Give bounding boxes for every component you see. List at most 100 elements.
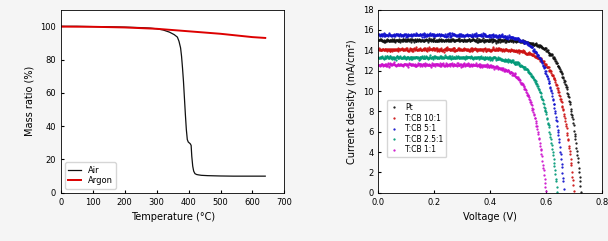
Air bbox=[243, 175, 250, 178]
Air bbox=[171, 33, 178, 36]
Air bbox=[64, 25, 71, 28]
T:CB 1:1 bbox=[542, 189, 550, 192]
T:CB 2.5:1 bbox=[434, 57, 441, 60]
Pt bbox=[463, 39, 471, 42]
T:CB 2.5:1 bbox=[505, 59, 513, 62]
T:CB 1:1 bbox=[390, 61, 398, 64]
Air bbox=[177, 47, 184, 49]
Argon bbox=[121, 26, 128, 29]
Air bbox=[121, 26, 128, 29]
Argon bbox=[153, 27, 161, 30]
T:CB 5:1 bbox=[553, 120, 561, 123]
T:CB 2.5:1 bbox=[504, 58, 511, 60]
T:CB 10:1 bbox=[398, 48, 405, 51]
T:CB 5:1 bbox=[420, 33, 427, 36]
Y-axis label: Current density (mA/cm²): Current density (mA/cm²) bbox=[347, 39, 358, 164]
Air bbox=[175, 40, 182, 43]
Line: T:CB 5:1: T:CB 5:1 bbox=[378, 32, 565, 190]
Air bbox=[210, 174, 218, 177]
Air bbox=[190, 170, 198, 173]
Air bbox=[166, 31, 173, 33]
T:CB 2.5:1 bbox=[553, 191, 561, 194]
Argon bbox=[89, 25, 97, 28]
Pt bbox=[498, 39, 505, 41]
Argon bbox=[185, 30, 192, 33]
Air bbox=[204, 174, 212, 177]
Air bbox=[153, 27, 161, 30]
Air bbox=[180, 80, 187, 83]
Air bbox=[192, 172, 199, 175]
T:CB 2.5:1 bbox=[446, 55, 453, 58]
T:CB 5:1 bbox=[558, 162, 565, 165]
Air bbox=[174, 36, 181, 39]
T:CB 10:1 bbox=[440, 50, 447, 53]
Air bbox=[179, 67, 186, 69]
Pt bbox=[486, 39, 494, 41]
Air bbox=[230, 175, 237, 178]
Air bbox=[188, 155, 195, 158]
T:CB 1:1 bbox=[536, 141, 544, 144]
T:CB 5:1 bbox=[560, 187, 567, 190]
Air bbox=[182, 128, 190, 131]
Line: T:CB 1:1: T:CB 1:1 bbox=[378, 61, 547, 192]
T:CB 5:1 bbox=[449, 32, 456, 34]
Air bbox=[178, 55, 185, 58]
T:CB 1:1 bbox=[416, 64, 424, 67]
Air bbox=[184, 138, 191, 141]
Air bbox=[159, 28, 167, 31]
Pt bbox=[429, 38, 437, 40]
T:CB 1:1 bbox=[475, 63, 483, 66]
T:CB 1:1 bbox=[375, 64, 382, 67]
Air bbox=[217, 174, 224, 177]
Air bbox=[187, 144, 195, 147]
Pt bbox=[466, 40, 474, 42]
Air bbox=[193, 173, 200, 176]
Argon bbox=[261, 36, 269, 39]
Pt bbox=[528, 42, 535, 45]
Legend: Air, Argon: Air, Argon bbox=[65, 162, 116, 189]
Line: T:CB 10:1: T:CB 10:1 bbox=[378, 47, 575, 191]
Pt bbox=[375, 38, 382, 41]
Air bbox=[185, 141, 192, 143]
T:CB 2.5:1 bbox=[426, 54, 434, 56]
Pt bbox=[577, 191, 584, 194]
Air bbox=[73, 25, 80, 28]
T:CB 10:1 bbox=[404, 48, 411, 51]
Line: Argon: Argon bbox=[61, 27, 265, 38]
Argon bbox=[217, 32, 224, 35]
T:CB 1:1 bbox=[459, 64, 466, 67]
Legend: Pt, T:CB 10:1, T:CB 5:1, T:CB 2.5:1, T:CB 1:1: Pt, T:CB 10:1, T:CB 5:1, T:CB 2.5:1, T:C… bbox=[387, 100, 446, 157]
Air bbox=[181, 96, 188, 99]
T:CB 10:1 bbox=[381, 47, 389, 50]
Pt bbox=[468, 36, 475, 39]
X-axis label: Temperature (°C): Temperature (°C) bbox=[131, 212, 215, 222]
T:CB 5:1 bbox=[453, 34, 460, 37]
T:CB 10:1 bbox=[497, 47, 504, 50]
Air bbox=[187, 142, 194, 145]
T:CB 5:1 bbox=[375, 33, 382, 35]
Air bbox=[185, 141, 193, 144]
Air bbox=[198, 174, 205, 177]
T:CB 1:1 bbox=[429, 62, 436, 65]
Air bbox=[182, 113, 189, 116]
Air bbox=[89, 25, 97, 28]
T:CB 1:1 bbox=[432, 63, 440, 66]
X-axis label: Voltage (V): Voltage (V) bbox=[463, 212, 517, 222]
T:CB 10:1 bbox=[570, 189, 578, 192]
Air bbox=[195, 173, 202, 176]
Argon bbox=[249, 36, 256, 39]
T:CB 5:1 bbox=[439, 33, 446, 36]
Line: T:CB 2.5:1: T:CB 2.5:1 bbox=[378, 54, 558, 193]
Argon bbox=[57, 25, 64, 28]
T:CB 10:1 bbox=[378, 49, 385, 52]
Air bbox=[255, 175, 263, 178]
T:CB 10:1 bbox=[444, 46, 451, 49]
Line: Air: Air bbox=[61, 26, 265, 176]
Line: Pt: Pt bbox=[378, 36, 582, 193]
T:CB 2.5:1 bbox=[375, 55, 382, 58]
Air bbox=[137, 26, 144, 29]
T:CB 2.5:1 bbox=[396, 55, 404, 58]
Air bbox=[189, 165, 196, 167]
T:CB 5:1 bbox=[432, 34, 439, 37]
T:CB 2.5:1 bbox=[488, 57, 495, 60]
